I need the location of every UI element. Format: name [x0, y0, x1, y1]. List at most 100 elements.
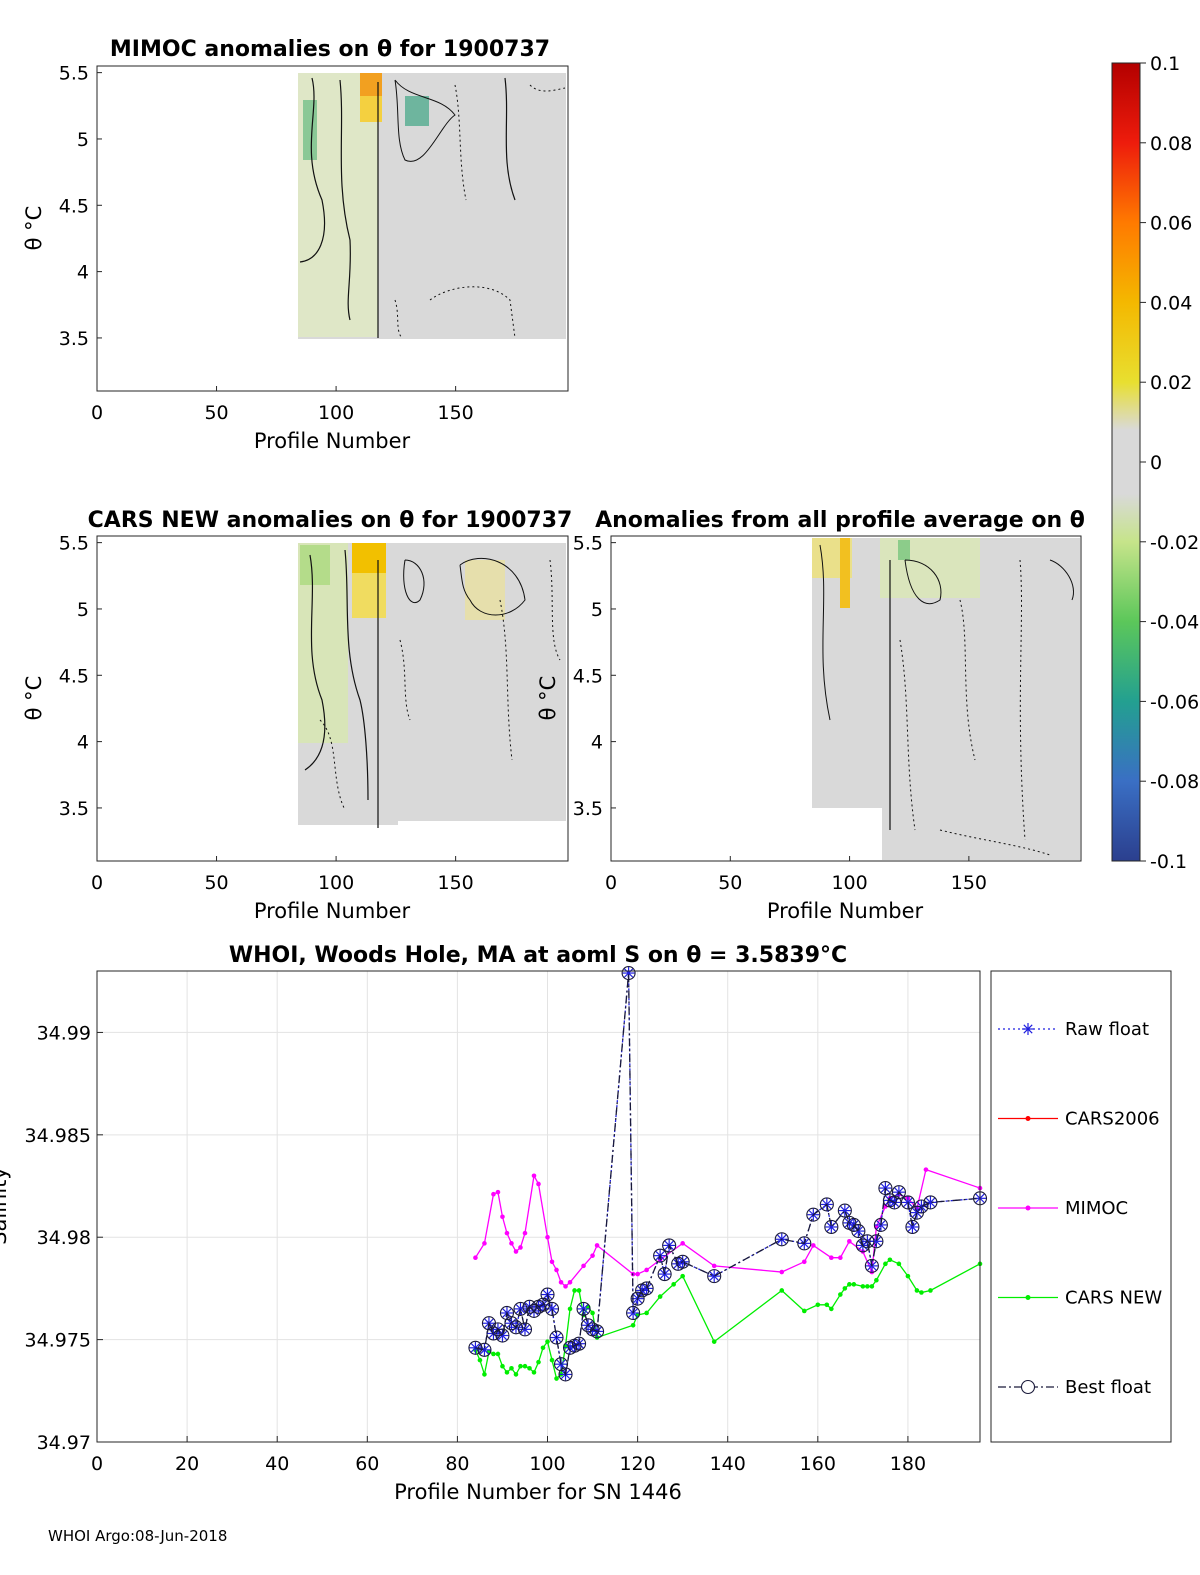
best-float-point — [535, 1297, 551, 1312]
best-float-point — [486, 1326, 501, 1341]
mimoc-contour-dotted — [454, 84, 467, 201]
y-tick-label: 34.985 — [25, 1125, 91, 1147]
mimoc-point — [549, 1259, 555, 1265]
best-float-point — [621, 965, 636, 981]
all-average-contour-dotted — [1019, 559, 1026, 841]
all-average-contour — [904, 559, 942, 605]
cars-new-point — [842, 1286, 848, 1291]
best-float-point — [774, 1232, 789, 1247]
salinity-line-chart: WHOI, Woods Hole, MA at aoml S on θ = 3.… — [0, 943, 1172, 1504]
y-tick-label: 5 — [77, 599, 89, 621]
mimoc-point — [558, 1279, 564, 1285]
y-tick-label: 3.5 — [573, 798, 603, 820]
salinity-plot-area — [97, 971, 980, 1442]
best-float-point — [923, 1195, 938, 1210]
best-float-point — [576, 1301, 591, 1316]
colorbar-tick-label: -0.1 — [1150, 851, 1187, 873]
y-tick-label: 5.5 — [573, 533, 603, 555]
salinity-y-axis-label: Salinity — [0, 1167, 11, 1245]
x-tick-label: 0 — [91, 872, 103, 894]
best-float-point — [517, 1322, 533, 1337]
cars-new-field-orange-patch — [352, 543, 386, 573]
y-tick-label: 5 — [591, 599, 603, 621]
mimoc-field-teal-patch — [405, 96, 429, 126]
x-tick-label: 140 — [710, 1453, 746, 1475]
cars-new-point — [527, 1365, 532, 1371]
legend-label: Best float — [1065, 1377, 1151, 1398]
mimoc-point — [531, 1173, 537, 1179]
mimoc-point — [522, 1230, 528, 1236]
x-tick-label: 100 — [318, 872, 354, 894]
cars-new-point — [711, 1339, 717, 1344]
x-tick-label: 0 — [91, 402, 103, 424]
cars-new-point — [522, 1363, 528, 1369]
best-float-point — [630, 1291, 645, 1306]
legend-item: CARS NEW — [998, 1288, 1162, 1309]
cars-new-contour — [403, 559, 425, 603]
all-average-field-green-spot — [898, 540, 910, 560]
all-average-anomaly-panel: Anomalies from all profile average on θ … — [536, 508, 1085, 923]
mimoc-point — [711, 1263, 717, 1269]
colorbar-tick-label: 0.04 — [1150, 292, 1192, 314]
all-average-x-axis-label: Profile Number — [767, 899, 924, 923]
cars-new-point — [779, 1288, 785, 1293]
y-tick-label: 4 — [77, 262, 89, 284]
cars-new-contour — [459, 557, 526, 616]
best-float-point — [707, 1269, 722, 1284]
raw-float-point — [518, 1323, 531, 1336]
x-tick-label: 120 — [619, 1453, 655, 1475]
cars-new-axes-box — [96, 535, 569, 862]
best-float-point — [860, 1234, 875, 1249]
best-float-point — [590, 1324, 605, 1339]
colorbar-tick-label: -0.08 — [1150, 771, 1199, 793]
best-float-point — [571, 1336, 587, 1351]
best-float-point — [468, 1340, 483, 1355]
cars-new-point — [509, 1365, 514, 1371]
best-float-point — [900, 1195, 915, 1210]
best-float-point — [558, 1367, 573, 1382]
all-average-field-blank — [812, 808, 882, 860]
mimoc-point — [500, 1214, 505, 1220]
all-average-axes-box — [610, 535, 1082, 862]
x-tick-label: 150 — [951, 872, 987, 894]
colorbar-tick-label: 0 — [1150, 452, 1162, 474]
all-average-panel-title: Anomalies from all profile average on θ — [595, 508, 1085, 533]
mimoc-point — [504, 1230, 510, 1236]
best-float-point — [477, 1342, 492, 1357]
cars-new-point — [838, 1292, 843, 1297]
mimoc-point — [779, 1269, 785, 1275]
mimoc-point — [554, 1267, 559, 1273]
cars-new-heatmap — [298, 543, 566, 828]
best-float-point — [891, 1185, 906, 1200]
mimoc-point — [829, 1255, 834, 1260]
salinity-legend: Raw float CARS2006 MIMOC CARS NEW Best float — [990, 970, 1172, 1443]
cars-new-contour-dotted — [499, 599, 513, 761]
y-tick-label: 34.99 — [37, 1022, 91, 1044]
x-tick-label: 20 — [175, 1453, 199, 1475]
legend-item: Raw float — [998, 1019, 1149, 1040]
mimoc-point — [923, 1167, 929, 1172]
x-tick-label: 50 — [204, 872, 228, 894]
cars-new-field-bottom — [298, 805, 398, 825]
raw-float-point — [838, 1204, 851, 1217]
cars-new-contour — [344, 549, 369, 801]
cars-new-panel-title: CARS NEW anomalies on θ for 1900737 — [88, 508, 573, 533]
legend-marker — [1025, 1205, 1031, 1211]
x-tick-label: 0 — [91, 1453, 103, 1475]
best-float-point — [504, 1316, 519, 1331]
x-tick-label: 160 — [800, 1453, 836, 1475]
cars-new-point — [536, 1359, 541, 1365]
best-float-point — [855, 1238, 870, 1253]
legend-marker — [1025, 1116, 1031, 1121]
mimoc-point — [509, 1241, 514, 1246]
y-tick-label: 34.97 — [37, 1432, 91, 1454]
cars-new-point — [829, 1306, 834, 1312]
mimoc-field-green-patch — [303, 100, 317, 160]
mimoc-anomaly-panel: MIMOC anomalies on θ for 1900737 0 50 100 1… — [22, 37, 569, 453]
cars-new-point — [815, 1302, 821, 1308]
x-tick-label: 150 — [437, 872, 473, 894]
legend-label: MIMOC — [1065, 1198, 1128, 1219]
cars-new-point — [644, 1310, 649, 1316]
mimoc-point — [536, 1181, 541, 1187]
mimoc-panel-title: MIMOC anomalies on θ for 1900737 — [110, 37, 550, 62]
